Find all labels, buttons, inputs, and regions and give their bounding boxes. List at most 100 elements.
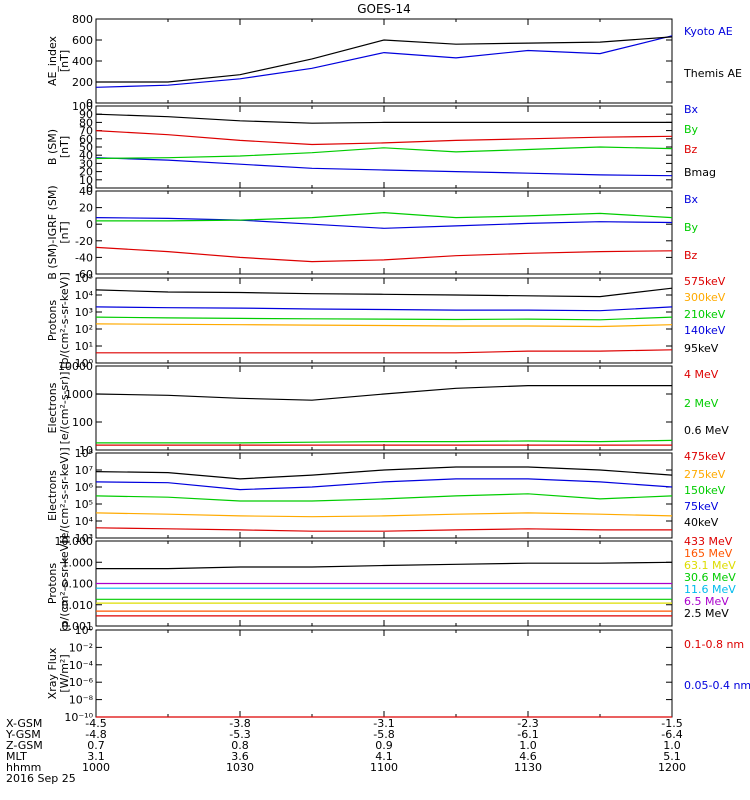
series-line-bmag — [95, 113, 672, 124]
panel-1: 0 200 400 600 800 AE_index [nT] Kyoto AE Themis … — [46, 13, 742, 110]
panel-frame — [95, 629, 673, 718]
y-axis-label: Xray Flux — [46, 647, 59, 699]
series-line-bz — [95, 130, 673, 146]
legend-entry: 40keV — [684, 516, 719, 529]
x-row-value: 4.6 — [519, 750, 537, 763]
x-row-value: 4.1 — [375, 750, 393, 763]
series-line-275kev — [95, 512, 673, 518]
legend-entry: 210keV — [684, 308, 726, 321]
legend-entry: Bx — [684, 193, 699, 206]
panel-frame — [95, 18, 673, 104]
y-tick-label: 10⁰ — [75, 624, 94, 637]
series-line-140kev — [95, 306, 673, 312]
chart-title: GOES-14 — [357, 2, 411, 16]
x-row-value: -3.8 — [229, 717, 250, 730]
y-tick-label: 10³ — [75, 306, 93, 319]
y-tick-label: 40 — [79, 185, 93, 198]
series-line-150kev — [95, 493, 673, 502]
legend-entry: By — [684, 221, 699, 234]
y-tick-label: 10 — [79, 174, 93, 187]
series-line-0-6-mev — [95, 385, 672, 401]
legend-entry: 75keV — [684, 500, 719, 513]
series-line-bx — [95, 217, 673, 229]
y-tick-label: 0.100 — [62, 578, 94, 591]
y-tick-label: 0.010 — [62, 599, 94, 612]
y-tick-label: 20 — [79, 166, 93, 179]
y-axis-label: [nT] — [58, 50, 71, 72]
x-row-value: 1.0 — [519, 739, 537, 752]
y-tick-label: 90 — [79, 108, 93, 121]
y-axis-label: B (SM) — [46, 129, 59, 165]
y-tick-label: 40 — [79, 149, 93, 162]
panel-4: 10⁰ 10¹ 10² 10³ 10⁴ 10⁵ Protons [p/(cm²-s-sr-ke… — [46, 272, 726, 370]
x-axis-table: X-GSM -4.5 -3.8 -3.1 -2.3 -1.5 Y-GSM -4.8 -5.3 -5… — [5, 717, 686, 785]
legend-entry: 0.6 MeV — [684, 424, 729, 437]
legend-entry: 300keV — [684, 291, 726, 304]
x-row-value: 1100 — [370, 761, 398, 774]
y-tick-label: 1000 — [65, 388, 93, 401]
legend-entry: 95keV — [684, 342, 719, 355]
series-line-kyoto-ae — [95, 35, 673, 88]
y-tick-label: 10 — [79, 444, 93, 457]
x-row-value: 0.9 — [375, 739, 393, 752]
series-line-475kev — [95, 527, 672, 532]
x-row-value: 0.7 — [87, 739, 105, 752]
x-row-value: -3.1 — [373, 717, 394, 730]
x-row-value: -6.1 — [517, 728, 538, 741]
legend-entry: Kyoto AE — [684, 25, 733, 38]
legend-entry: 0.05-0.4 nm — [684, 679, 750, 692]
legend-entry: 63.1 MeV — [684, 559, 736, 572]
y-tick-label: -40 — [75, 251, 93, 264]
legend-entry: 140keV — [684, 324, 726, 337]
legend-entry: 433 MeV — [684, 535, 733, 548]
y-axis-label: [p/(cm²-s-sr-keV)] — [58, 535, 71, 632]
panel-6: 10³ 10⁴ 10⁵ 10⁶ 10⁷ 10⁸ Electrons [e/(cm²-s-sr-… — [46, 447, 726, 545]
y-axis-label: [nT] — [58, 221, 71, 243]
y-axis-label: [p/(cm²-s-sr-keV)] — [58, 272, 71, 369]
x-row-label: hhmm — [6, 761, 41, 774]
y-tick-label: 10000 — [58, 360, 93, 373]
y-tick-label: 0.001 — [62, 620, 94, 633]
panel-frame — [95, 277, 673, 364]
legend-entry: 11.6 MeV — [684, 583, 736, 596]
legend-entry: By — [684, 123, 699, 136]
x-row-value: -4.5 — [85, 717, 106, 730]
panel-frame — [95, 452, 673, 539]
y-tick-label: 0 — [86, 97, 93, 110]
y-tick-label: 200 — [72, 76, 93, 89]
y-tick-label: 100 — [72, 100, 93, 113]
y-tick-label: 60 — [79, 133, 93, 146]
x-row-label: Y-GSM — [5, 728, 41, 741]
legend-entry: 30.6 MeV — [684, 571, 736, 584]
series-line-by — [95, 146, 673, 160]
y-tick-label: 70 — [79, 125, 93, 138]
y-tick-label: 400 — [72, 55, 93, 68]
legend-entry: Bz — [684, 143, 698, 156]
x-row-label: Z-GSM — [6, 739, 43, 752]
legend-entry: 0.1-0.8 nm — [684, 638, 744, 651]
y-tick-label: 10⁻⁴ — [69, 659, 94, 672]
y-tick-label: 10⁵ — [75, 498, 93, 511]
legend-entry: 275keV — [684, 468, 726, 481]
series-line-2-5-mev — [96, 561, 673, 570]
legend-entry: 6.5 MeV — [684, 595, 729, 608]
y-tick-label: 10⁻⁶ — [69, 676, 94, 689]
series-line-300kev — [95, 323, 673, 328]
x-row-value: -6.4 — [661, 728, 682, 741]
legend-entry: Bmag — [684, 166, 716, 179]
y-tick-label: 10² — [75, 323, 93, 336]
y-axis-label: [nT] — [58, 136, 71, 158]
series-line-75kev — [95, 478, 673, 491]
y-axis-label: B (SM)-IGRF (SM) — [46, 185, 59, 279]
y-tick-label: -20 — [75, 235, 93, 248]
y-axis-label: Electrons — [46, 382, 59, 433]
date-label: 2016 Sep 25 — [6, 772, 76, 785]
y-tick-label: 10⁶ — [75, 481, 94, 494]
y-axis-label: AE_index — [46, 35, 59, 86]
y-axis-label: Protons — [46, 300, 59, 341]
y-tick-label: 10.000 — [55, 535, 94, 548]
y-tick-label: 10⁰ — [75, 357, 94, 370]
legend-entry: Themis AE — [683, 67, 742, 80]
y-tick-label: 10⁻² — [69, 641, 93, 654]
